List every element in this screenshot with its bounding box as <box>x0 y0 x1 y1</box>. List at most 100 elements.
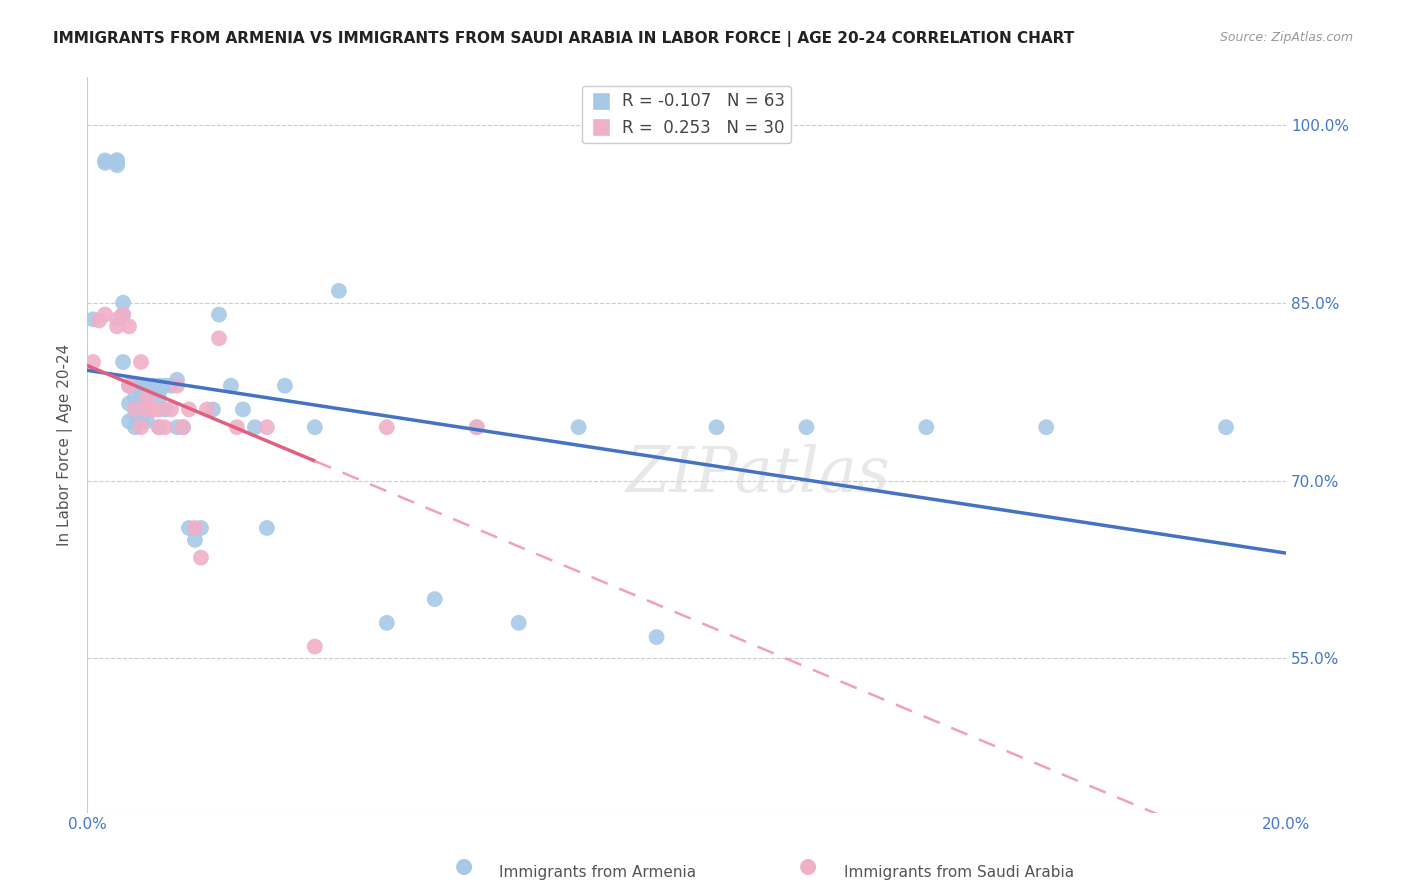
Point <box>118 378 141 392</box>
Point <box>148 420 170 434</box>
Point <box>105 156 128 170</box>
Point <box>172 420 194 434</box>
Point <box>142 402 165 417</box>
Point <box>136 378 159 392</box>
Point <box>375 615 398 630</box>
Point <box>129 391 152 405</box>
Point <box>136 402 159 417</box>
Point <box>208 331 231 345</box>
Point <box>166 420 188 434</box>
Point <box>274 378 297 392</box>
Point <box>195 402 218 417</box>
Point <box>124 402 146 417</box>
Point <box>177 521 200 535</box>
Point <box>148 420 170 434</box>
Y-axis label: In Labor Force | Age 20-24: In Labor Force | Age 20-24 <box>58 343 73 546</box>
Point <box>82 312 104 326</box>
Point <box>124 402 146 417</box>
Point <box>129 420 152 434</box>
Point <box>208 308 231 322</box>
Point <box>129 378 152 392</box>
Point <box>201 402 224 417</box>
Point <box>94 308 117 322</box>
Point <box>124 420 146 434</box>
Point <box>465 420 488 434</box>
Point <box>256 521 278 535</box>
Point <box>219 378 242 392</box>
Point <box>184 533 207 547</box>
Text: IMMIGRANTS FROM ARMENIA VS IMMIGRANTS FROM SAUDI ARABIA IN LABOR FORCE | AGE 20-: IMMIGRANTS FROM ARMENIA VS IMMIGRANTS FR… <box>53 31 1074 47</box>
Point <box>87 313 110 327</box>
Point <box>136 391 159 405</box>
Point <box>136 391 159 405</box>
Legend: R = -0.107   N = 63, R =  0.253   N = 30: R = -0.107 N = 63, R = 0.253 N = 30 <box>582 86 792 144</box>
Point <box>226 420 249 434</box>
Point <box>112 308 135 322</box>
Point <box>112 355 135 369</box>
Point <box>129 402 152 417</box>
Point <box>568 420 591 434</box>
Point <box>508 615 530 630</box>
Point <box>796 420 818 434</box>
Point <box>148 378 170 392</box>
Point <box>129 355 152 369</box>
Text: Immigrants from Saudi Arabia: Immigrants from Saudi Arabia <box>844 865 1074 880</box>
Point <box>118 319 141 334</box>
Point <box>1215 420 1237 434</box>
Point <box>645 630 668 644</box>
Point <box>136 384 159 399</box>
Point <box>915 420 938 434</box>
Point <box>256 420 278 434</box>
Point <box>148 384 170 399</box>
Point <box>153 378 176 392</box>
Text: ●: ● <box>456 856 472 876</box>
Point <box>124 378 146 392</box>
Point <box>124 391 146 405</box>
Point <box>105 153 128 168</box>
Point <box>375 420 398 434</box>
Point <box>118 414 141 428</box>
Point <box>105 153 128 168</box>
Point <box>124 409 146 423</box>
Point <box>232 402 254 417</box>
Point <box>184 521 207 535</box>
Text: Source: ZipAtlas.com: Source: ZipAtlas.com <box>1219 31 1353 45</box>
Point <box>172 420 194 434</box>
Point <box>105 158 128 172</box>
Point <box>148 391 170 405</box>
Point <box>118 378 141 392</box>
Point <box>112 295 135 310</box>
Point <box>465 420 488 434</box>
Point <box>136 402 159 417</box>
Point <box>706 420 728 434</box>
Text: ●: ● <box>800 856 817 876</box>
Point <box>94 156 117 170</box>
Point <box>1035 420 1057 434</box>
Point <box>160 378 183 392</box>
Point <box>328 284 350 298</box>
Point <box>166 378 188 392</box>
Point <box>129 414 152 428</box>
Point <box>423 592 446 607</box>
Point <box>153 420 176 434</box>
Point <box>304 420 326 434</box>
Point <box>148 402 170 417</box>
Point <box>142 402 165 417</box>
Point <box>94 153 117 168</box>
Point <box>153 402 176 417</box>
Point <box>142 378 165 392</box>
Point <box>190 550 212 565</box>
Point <box>166 373 188 387</box>
Text: Immigrants from Armenia: Immigrants from Armenia <box>499 865 696 880</box>
Point <box>304 640 326 654</box>
Point <box>243 420 266 434</box>
Point <box>160 402 183 417</box>
Point <box>177 402 200 417</box>
Point <box>118 396 141 410</box>
Point <box>105 312 128 326</box>
Text: ZIPatlas: ZIPatlas <box>626 443 891 505</box>
Point <box>112 308 135 322</box>
Point <box>190 521 212 535</box>
Point <box>142 384 165 399</box>
Point <box>82 355 104 369</box>
